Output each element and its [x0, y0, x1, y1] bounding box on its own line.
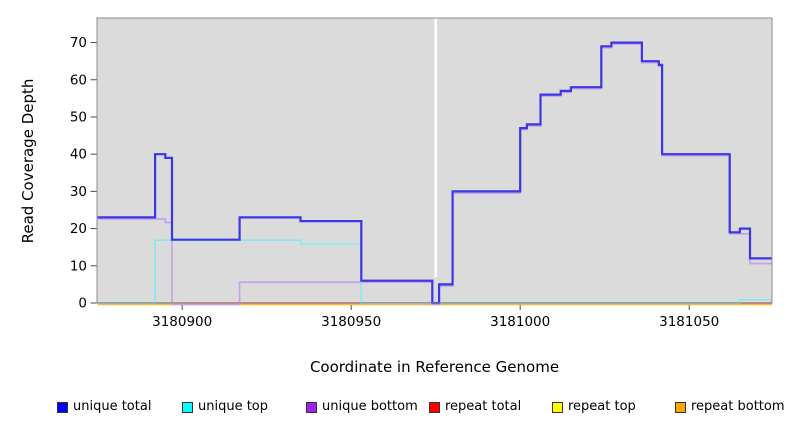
legend-label: unique total — [73, 399, 152, 414]
y-tick-label: 0 — [78, 296, 87, 312]
data-gap-band — [434, 18, 437, 278]
series-path-unique-total — [97, 41, 772, 305]
legend-swatch-unique-bottom — [306, 402, 317, 413]
y-tick-label: 70 — [70, 35, 87, 51]
x-tick-label: 3181000 — [490, 314, 550, 330]
legend-swatch-unique-top — [182, 402, 193, 413]
x-tick-label: 3180950 — [321, 314, 381, 330]
x-tick-label: 3180900 — [152, 314, 212, 330]
panel-border — [96, 17, 773, 304]
x-tick-label: 3181050 — [659, 314, 719, 330]
series-path-unique-top — [97, 239, 772, 305]
legend-swatch-repeat-total — [429, 402, 440, 413]
legend: unique total unique top unique bottom repea… — [0, 398, 792, 422]
legend-swatch-unique-total — [57, 402, 68, 413]
y-tick-label: 40 — [70, 147, 87, 163]
y-tick-label: 50 — [70, 109, 87, 125]
legend-label: unique bottom — [322, 399, 418, 414]
y-axis-title: Read Coverage Depth — [19, 78, 37, 244]
legend-label: repeat bottom — [691, 399, 785, 414]
y-tick-label: 20 — [70, 221, 87, 237]
legend-swatch-repeat-top — [552, 402, 563, 413]
y-tick-label: 30 — [70, 184, 87, 200]
legend-label: repeat total — [445, 399, 522, 414]
legend-label: repeat top — [568, 399, 636, 414]
y-tick-label: 60 — [70, 72, 87, 88]
x-axis-title: Coordinate in Reference Genome — [309, 358, 560, 376]
legend-swatch-repeat-bottom — [675, 402, 686, 413]
legend-label: unique top — [198, 399, 269, 414]
y-tick-label: 10 — [70, 258, 87, 274]
